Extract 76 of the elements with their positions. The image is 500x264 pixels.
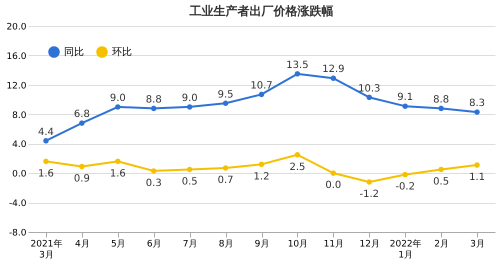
y-tick-label: -8.0 — [8, 228, 27, 238]
point — [294, 152, 300, 158]
data-label: 9.5 — [218, 89, 234, 100]
y-tick-label: 16.0 — [6, 52, 27, 62]
x-tick-label: 12月 — [360, 240, 380, 250]
point — [186, 166, 192, 172]
data-label: 0.7 — [218, 174, 234, 186]
y-tick-label: 4.0 — [12, 140, 27, 150]
point — [258, 92, 264, 98]
y-tick-label: 12.0 — [6, 81, 27, 92]
point — [222, 165, 228, 171]
point — [115, 104, 121, 110]
point — [366, 94, 372, 100]
x-tick-label: 6月 — [146, 240, 162, 250]
point — [438, 106, 444, 112]
x-tick-label: 11月 — [324, 240, 344, 250]
data-label: 8.8 — [146, 94, 162, 106]
y-tick-label: -4.0 — [8, 199, 27, 210]
data-label: 9.0 — [110, 92, 126, 104]
data-label: 0.3 — [146, 178, 162, 189]
data-label: 12.9 — [322, 64, 344, 76]
point — [474, 162, 480, 168]
point — [438, 166, 444, 172]
data-label: 8.3 — [469, 98, 485, 110]
data-label: 2.5 — [289, 162, 306, 173]
data-label: 1.2 — [254, 171, 270, 182]
x-tick-label: 2月 — [434, 240, 449, 250]
point — [366, 179, 372, 185]
data-label: 9.0 — [182, 92, 198, 104]
point — [258, 162, 264, 168]
legend-label: 环比 — [112, 46, 132, 58]
chart-title: 工业生产者出厂价格涨跌幅 — [188, 4, 334, 18]
y-tick-label: 8.0 — [12, 110, 27, 121]
y-tick-label: 20.0 — [6, 22, 27, 32]
data-label: 1.6 — [38, 168, 54, 180]
data-label: 0.0 — [325, 180, 342, 192]
data-label: 10.7 — [250, 80, 273, 92]
point — [222, 100, 228, 106]
point — [294, 71, 300, 77]
x-tick-label: 2022年 1月 — [390, 238, 422, 260]
x-tick-label: 10月 — [288, 240, 308, 250]
point — [43, 158, 49, 164]
data-label: -1.2 — [360, 188, 380, 200]
data-label: 8.8 — [433, 94, 450, 106]
point — [402, 103, 408, 109]
point — [150, 106, 156, 112]
y-tick-label: 0.0 — [12, 170, 27, 180]
point — [330, 170, 336, 176]
point — [402, 172, 408, 178]
data-label: -0.2 — [395, 182, 415, 193]
data-label: 6.8 — [74, 109, 90, 120]
data-label: 0.5 — [182, 176, 198, 188]
x-tick-label: 8月 — [218, 240, 234, 250]
point — [79, 164, 85, 170]
x-tick-label: 7月 — [182, 240, 198, 250]
point — [115, 158, 121, 164]
data-label: 13.5 — [286, 60, 309, 71]
data-label: 0.9 — [74, 174, 90, 185]
point — [43, 138, 49, 144]
data-label: 1.1 — [469, 172, 485, 184]
data-label: 0.5 — [433, 176, 450, 188]
legend-label: 同比 — [64, 46, 84, 58]
point — [79, 120, 85, 126]
point — [150, 168, 156, 174]
x-tick-label: 3月 — [470, 240, 485, 250]
data-label: 4.4 — [38, 126, 54, 138]
x-tick-label: 4月 — [75, 240, 90, 250]
data-label: 9.1 — [397, 92, 414, 104]
x-tick-label: 9月 — [254, 240, 270, 250]
point — [474, 109, 480, 115]
point — [186, 104, 192, 110]
data-label: 10.3 — [358, 83, 380, 94]
x-tick-label: 2021年 3月 — [30, 238, 62, 260]
point — [330, 76, 336, 81]
data-label: 1.6 — [110, 168, 126, 180]
x-tick-label: 5月 — [110, 240, 126, 250]
